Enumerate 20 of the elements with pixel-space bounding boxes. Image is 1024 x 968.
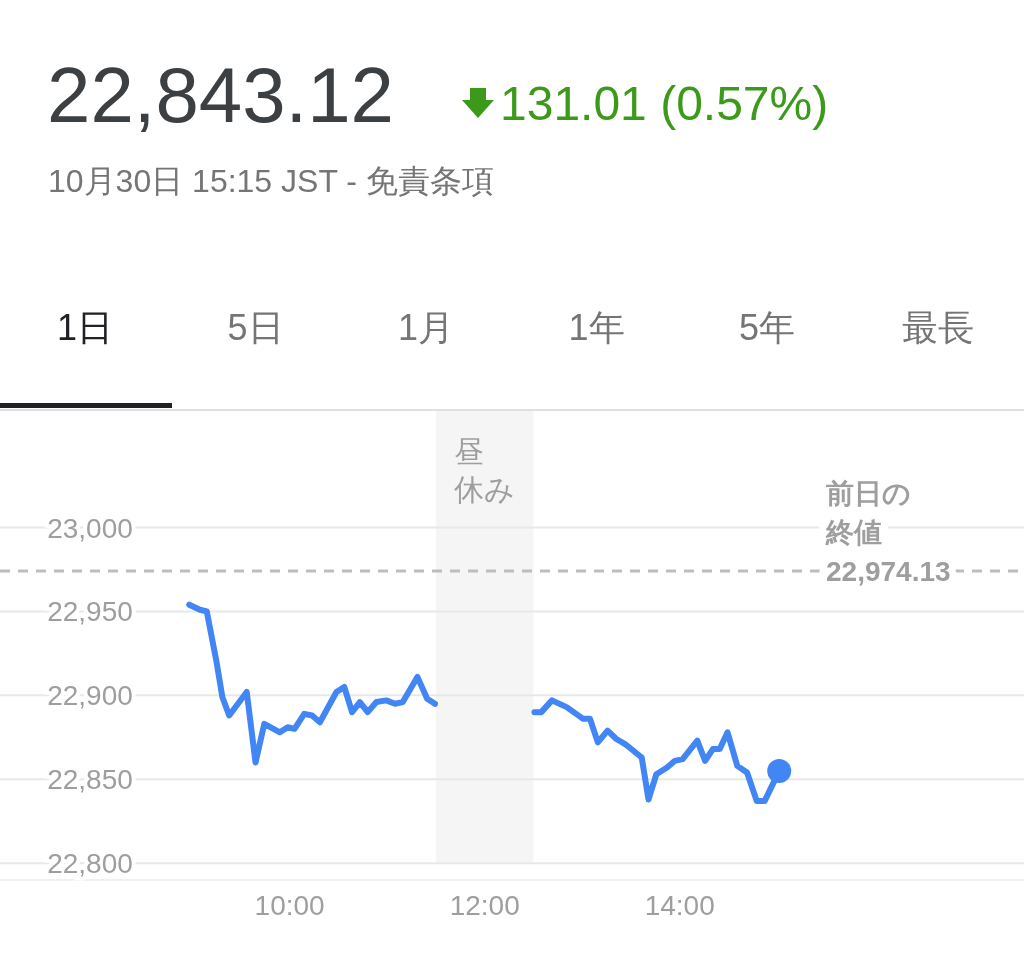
text: 最長 xyxy=(901,307,974,348)
annotation: 22,974.13 xyxy=(826,555,951,587)
chart-title: 22,843.12 xyxy=(47,51,395,139)
text: 1日 xyxy=(56,307,114,348)
x-tick-label: 12:00 xyxy=(449,890,520,921)
band-label: 昼休み xyxy=(453,435,515,506)
text: 10月30日 15:15 JST - 免責条項 xyxy=(48,163,494,199)
text: 1月 xyxy=(397,307,455,348)
y-tick-label: 22,900 xyxy=(47,680,133,712)
ref-line-label: 前日の終値 xyxy=(825,477,911,548)
y-tick-label: 22,800 xyxy=(47,848,133,880)
y-tick-label: 22,850 xyxy=(47,764,133,796)
y-tick-label: 22,950 xyxy=(47,596,133,628)
text: 5日 xyxy=(227,307,284,348)
text: 1年 xyxy=(568,307,625,348)
text: 131.01 (0.57%) xyxy=(500,77,829,130)
text: 5年 xyxy=(738,307,796,348)
x-tick-label: 14:00 xyxy=(644,890,715,921)
x-tick-label: 10:00 xyxy=(254,890,325,921)
y-tick-label: 23,000 xyxy=(47,512,133,544)
